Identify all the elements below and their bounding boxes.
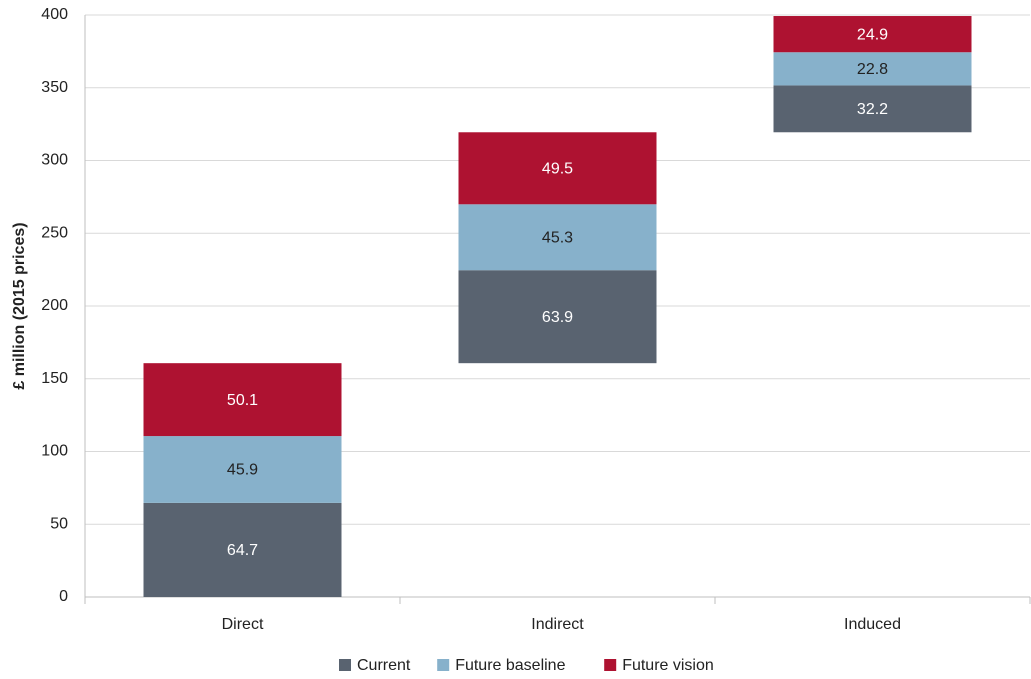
x-tick-label: Direct [222, 616, 264, 633]
bar-segment [458, 204, 657, 271]
bar-segment [143, 436, 342, 503]
y-tick-label: 350 [41, 79, 68, 96]
bar-segment [458, 270, 657, 364]
data-label: 64.7 [227, 542, 258, 559]
bar-segment [773, 85, 972, 133]
data-label: 45.3 [542, 229, 573, 246]
y-tick-label: 200 [41, 297, 68, 314]
x-tick-label: Induced [844, 616, 901, 633]
y-tick-label: 300 [41, 152, 68, 169]
y-tick-label: 150 [41, 370, 68, 387]
data-label: 32.2 [857, 101, 888, 118]
bar-segment [458, 132, 657, 205]
legend-label: Future baseline [455, 657, 565, 674]
x-tick-label: Indirect [531, 616, 584, 633]
y-tick-label: 50 [50, 515, 68, 532]
data-label: 24.9 [857, 26, 888, 43]
legend-swatch [437, 659, 450, 671]
data-label: 22.8 [857, 61, 888, 78]
legend-swatch [339, 659, 351, 671]
y-tick-label: 0 [59, 588, 68, 605]
bar-segment [143, 363, 342, 437]
legend-label: Current [357, 657, 411, 674]
legend-label: Future vision [622, 657, 714, 674]
data-label: 45.9 [227, 462, 258, 479]
y-tick-label: 400 [41, 6, 68, 23]
bar-segment [773, 52, 972, 86]
y-axis-title: £ million (2015 prices) [11, 222, 28, 389]
y-tick-label: 100 [41, 443, 68, 460]
y-tick-label: 250 [41, 224, 68, 241]
bar-segment [773, 16, 972, 53]
bar-segment [143, 502, 342, 597]
data-label: 49.5 [542, 161, 573, 178]
data-label: 63.9 [542, 309, 573, 326]
legend-swatch [604, 659, 617, 671]
data-label: 50.1 [227, 392, 258, 409]
